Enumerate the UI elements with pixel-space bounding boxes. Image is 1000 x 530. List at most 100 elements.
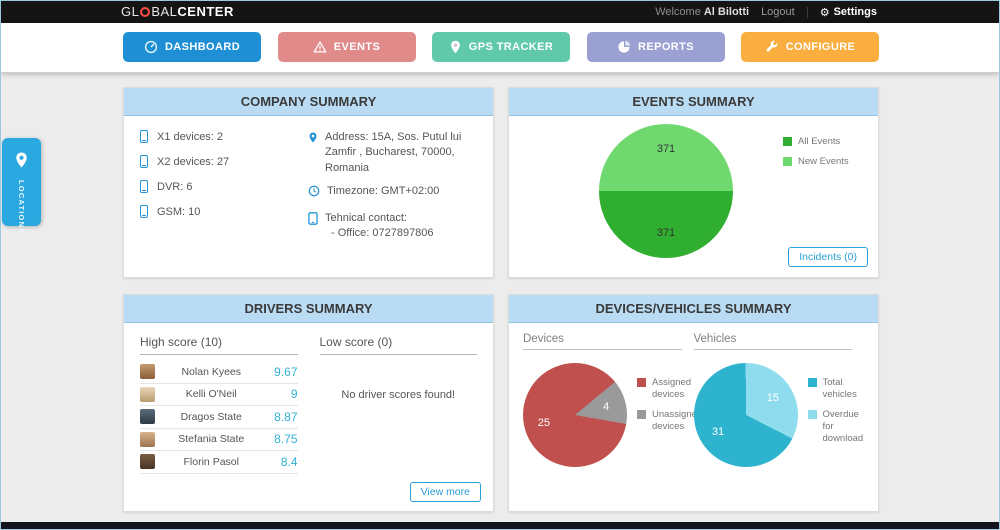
avatar	[140, 409, 155, 425]
device-count-label: X2 devices: 27	[157, 155, 230, 168]
logo-text: BAL	[151, 4, 178, 19]
tab-events[interactable]: EVENTS	[277, 32, 416, 62]
tab-reports[interactable]: REPORTS	[586, 32, 725, 62]
driver-name: Stefania State	[178, 433, 245, 446]
drivers-summary-panel: DRIVERS SUMMARY High score (10) Nolan Ky…	[123, 294, 494, 512]
map-pin-icon	[449, 40, 462, 54]
driver-score: 8.4	[280, 454, 298, 469]
legend-swatch-new-events	[783, 156, 792, 166]
events-pie-chart: 371 371	[599, 124, 733, 258]
legend-label: Assigned devices	[652, 377, 692, 400]
top-bar: GL BAL CENTER Welcome Al Bilotti Logout ⚙ S…	[1, 1, 999, 23]
device-counts-list: X1 devices: 2 X2 devices: 27 DVR: 6 GSM:…	[140, 130, 308, 263]
events-legend: All Events New Events	[783, 136, 849, 176]
incidents-button[interactable]: Incidents (0)	[788, 247, 868, 267]
settings-button[interactable]: ⚙ Settings	[820, 6, 877, 19]
tab-dashboard[interactable]: DASHBOARD	[123, 32, 261, 62]
company-summary-title: COMPANY SUMMARY	[124, 88, 493, 116]
driver-row: Nolan Kyees 9.67	[140, 361, 298, 384]
events-summary-title: EVENTS SUMMARY	[509, 88, 878, 116]
pie-slice-label: 31	[711, 425, 725, 438]
vehicles-section: Vehicles 31 15 Total vehicles Over	[693, 333, 865, 511]
no-scores-message: No driver scores found!	[341, 389, 456, 401]
pie-slice-label: 371	[656, 143, 676, 156]
logout-link[interactable]: Logout	[761, 6, 795, 18]
legend-swatch-unassigned	[637, 409, 646, 419]
locations-tab[interactable]: LOCATIONS	[2, 138, 41, 234]
avatar	[140, 386, 155, 402]
avatar	[140, 364, 155, 380]
locations-tab-label: LOCATIONS	[17, 180, 26, 235]
contact-phone-icon	[308, 211, 318, 242]
wrench-icon	[765, 40, 779, 54]
warning-triangle-icon	[313, 40, 327, 54]
timezone-text: Timezone: GMT+02:00	[327, 185, 440, 198]
app-logo: GL BAL CENTER	[121, 1, 234, 23]
tab-label: DASHBOARD	[164, 41, 241, 53]
driver-score: 8.75	[274, 432, 298, 447]
pie-slice-label: 371	[656, 226, 676, 239]
legend-label: All Events	[798, 136, 841, 147]
settings-label: Settings	[833, 6, 877, 18]
legend-swatch-all-events	[783, 137, 792, 146]
device-count-row: GSM: 10	[140, 205, 308, 218]
tab-label: CONFIGURE	[785, 41, 856, 53]
company-summary-panel: COMPANY SUMMARY X1 devices: 2 X2 devices…	[123, 87, 494, 278]
tab-label: EVENTS	[333, 41, 381, 53]
driver-score: 9	[290, 387, 298, 402]
driver-name: Florin Pasol	[183, 455, 239, 468]
device-count-row: X2 devices: 27	[140, 155, 308, 168]
legend-item: Overdue for download	[807, 409, 863, 445]
logo-text: GL	[121, 4, 140, 19]
contact-row: Tehnical contact: - Office: 0727897806	[308, 211, 477, 242]
logo-text-bold: CENTER	[177, 4, 234, 19]
topbar-right: Welcome Al Bilotti Logout ⚙ Settings	[655, 6, 877, 19]
dashboard-gauge-icon	[144, 40, 158, 54]
driver-row: Dragos State 8.87	[140, 406, 298, 429]
legend-label: New Events	[798, 155, 849, 167]
tab-label: GPS TRACKER	[468, 41, 554, 53]
address-text: Address: 15A, Sos. Putul lui Zamfir , Bu…	[325, 131, 462, 174]
drivers-summary-title: DRIVERS SUMMARY	[124, 295, 493, 323]
main-navbar: DASHBOARD EVENTS GPS TRACKER REPORTS CON…	[1, 23, 999, 73]
devices-pie-chart: 25 4	[523, 363, 627, 467]
contact-label: Tehnical contact:	[325, 211, 407, 224]
devices-vehicles-title: DEVICES/VEHICLES SUMMARY	[509, 295, 878, 323]
avatar	[140, 431, 155, 447]
contact-office-number: - Office: 0727897806	[331, 226, 434, 239]
events-summary-panel: EVENTS SUMMARY 371 371 All Events New Eve…	[508, 87, 879, 278]
driver-score: 9.67	[274, 364, 298, 379]
legend-swatch-assigned	[637, 378, 646, 387]
driver-row: Florin Pasol 8.4	[140, 451, 298, 474]
driver-name: Nolan Kyees	[181, 365, 242, 378]
device-count-row: X1 devices: 2	[140, 130, 308, 143]
devices-section: Devices 25 4 Assigned devices Unas	[523, 333, 702, 511]
gear-icon: ⚙	[819, 6, 830, 19]
driver-name: Kelli O'Neil	[185, 388, 237, 401]
topbar-divider	[806, 6, 808, 18]
driver-name: Dragos State	[180, 410, 242, 423]
timezone-clock-icon	[308, 185, 320, 202]
mobile-device-icon	[140, 155, 148, 168]
high-score-column: High score (10) Nolan Kyees 9.67 Kelli O…	[140, 335, 298, 503]
driver-row: Kelli O'Neil 9	[140, 384, 298, 406]
devices-header: Devices	[523, 333, 682, 350]
legend-item: New Events	[783, 156, 849, 168]
pie-slice-label: 4	[603, 400, 610, 413]
low-score-column: Low score (0) No driver scores found!	[319, 335, 477, 503]
tab-gps-tracker[interactable]: GPS TRACKER	[432, 32, 570, 62]
legend-item: Unassigned devices	[637, 409, 702, 433]
address-row: Address: 15A, Sos. Putul lui Zamfir , Bu…	[308, 130, 477, 176]
tab-configure[interactable]: CONFIGURE	[741, 32, 879, 62]
company-info: Address: 15A, Sos. Putul lui Zamfir , Bu…	[308, 130, 477, 263]
mobile-device-icon	[140, 180, 148, 193]
pie-slice-label: 25	[537, 417, 550, 430]
mobile-device-icon	[140, 205, 148, 218]
welcome-text: Welcome Al Bilotti	[655, 6, 749, 18]
driver-score: 8.87	[274, 409, 298, 424]
legend-item: All Events	[783, 136, 849, 148]
low-score-header: Low score (0)	[319, 335, 477, 355]
view-more-button[interactable]: View more	[409, 482, 481, 502]
logo-globe-icon	[140, 7, 151, 17]
